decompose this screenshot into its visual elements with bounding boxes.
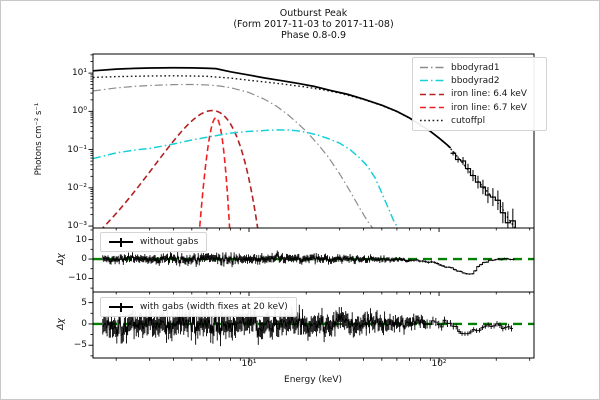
main-y-axis-label: Photons cm⁻² s⁻¹	[34, 102, 44, 176]
mid-ytick-m10: −10	[68, 273, 87, 283]
title-line-3: Phase 0.8-0.9	[280, 30, 347, 41]
mid-ytick-0: 0	[81, 254, 87, 264]
residual-errorbars-with_gabs	[102, 304, 512, 347]
legend-label: bbodyrad1	[451, 62, 500, 73]
series-bbodyrad1	[93, 83, 374, 228]
series-iron_line_6_4	[101, 109, 259, 228]
series-bbodyrad2	[93, 129, 399, 228]
legend-label: bbodyrad2	[451, 75, 500, 86]
iron-6-7-line-sample-icon	[420, 106, 444, 109]
main-ytick-1e1: 10¹	[71, 68, 87, 78]
main-ytick-1e-3: 10⁻³	[67, 221, 87, 231]
legend-item-cutoffpl: cutoffpl	[419, 114, 540, 127]
series-iron_line_6_7	[198, 116, 231, 228]
legend-item-iron-6-4: iron line: 6.4 keV	[419, 88, 540, 101]
main-ytick-1e0: 10⁰	[71, 106, 87, 116]
xtick-100: 10²	[431, 359, 447, 369]
main-legend: bbodyrad1 bbodyrad2 iron line: 6.4 keV i…	[412, 57, 547, 132]
panel-frame	[92, 291, 535, 359]
x-axis-label: Energy (keV)	[284, 375, 342, 385]
legend-label: without gabs	[140, 237, 199, 247]
series-total_model	[93, 66, 452, 149]
cutoffpl-line-sample-icon	[420, 120, 444, 122]
mid-y-axis-label: Δχ	[56, 253, 66, 265]
plot-title: Outburst Peak (Form 2017-11-03 to 2017-1…	[93, 8, 534, 41]
total-model-steps	[450, 152, 516, 228]
errorbar-marker-icon	[109, 302, 133, 313]
legend-item-iron-6-7: iron line: 6.7 keV	[419, 101, 540, 114]
legend-label: iron line: 6.7 keV	[451, 102, 527, 113]
bot-ytick-5: 5	[81, 298, 87, 308]
bot-ytick-0: 0	[81, 319, 87, 329]
legend-item-bbodyrad2: bbodyrad2	[419, 74, 540, 87]
title-line-1: Outburst Peak	[279, 8, 348, 19]
bot-ytick-m5: −5	[73, 340, 87, 350]
legend-item-bbodyrad1: bbodyrad1	[419, 61, 540, 74]
bbodyrad2-line-sample-icon	[420, 80, 444, 82]
bbodyrad1-line-sample-icon	[420, 66, 444, 69]
iron-6-4-line-sample-icon	[420, 93, 444, 96]
bot-y-axis-label: Δχ	[56, 318, 66, 330]
legend-label: iron line: 6.4 keV	[451, 89, 527, 100]
xtick-10: 10¹	[241, 359, 257, 369]
with-gabs-legend: with gabs (width fixes at 20 keV)	[100, 297, 297, 317]
main-ytick-1e-1: 10⁻¹	[67, 145, 87, 155]
title-line-2: (Form 2017-11-03 to 2017-11-08)	[233, 19, 394, 30]
mid-ytick-10: 10	[75, 235, 87, 245]
main-ytick-1e-2: 10⁻²	[67, 183, 87, 193]
legend-label: cutoffpl	[451, 115, 486, 126]
errorbar-marker-icon	[109, 237, 133, 248]
residual-errorbars-without_gabs	[102, 250, 514, 275]
without-gabs-legend: without gabs	[100, 232, 208, 252]
total-model-errorbars	[452, 150, 514, 228]
legend-label: with gabs (width fixes at 20 keV)	[140, 302, 288, 312]
